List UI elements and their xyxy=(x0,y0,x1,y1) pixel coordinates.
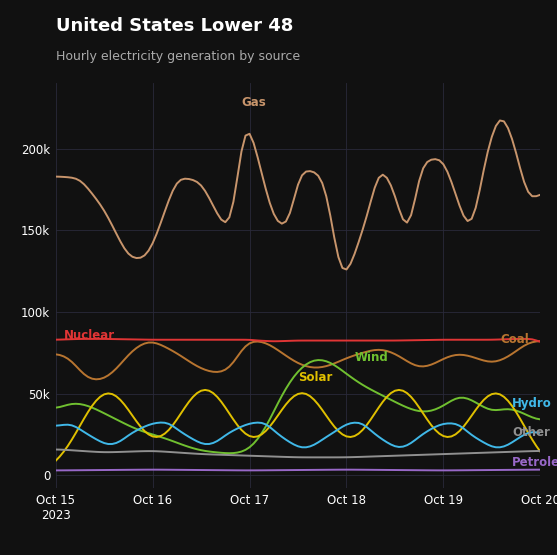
Text: Hourly electricity generation by source: Hourly electricity generation by source xyxy=(56,50,300,63)
Text: Other: Other xyxy=(512,426,550,440)
Text: Petroleum: Petroleum xyxy=(512,456,557,469)
Text: United States Lower 48: United States Lower 48 xyxy=(56,17,293,34)
Text: Coal: Coal xyxy=(500,333,529,346)
Text: Gas: Gas xyxy=(242,97,266,109)
Text: Solar: Solar xyxy=(298,371,333,384)
Text: Hydro: Hydro xyxy=(512,397,552,410)
Text: Nuclear: Nuclear xyxy=(63,329,115,342)
Text: Wind: Wind xyxy=(354,351,388,364)
